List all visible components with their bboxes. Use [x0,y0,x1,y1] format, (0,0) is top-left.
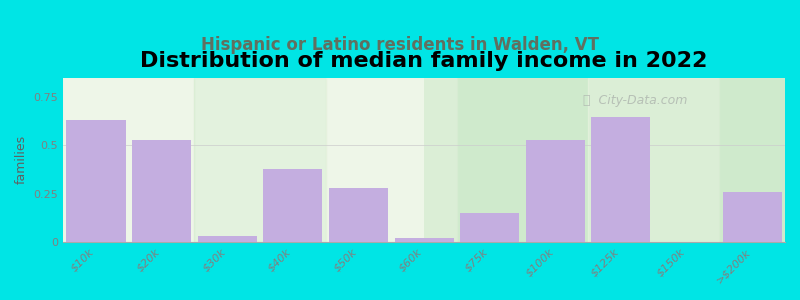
Bar [526,140,585,242]
Bar [198,236,257,242]
Bar [457,78,588,242]
Bar [326,78,457,242]
Text: ⧘  City-Data.com: ⧘ City-Data.com [583,94,687,107]
Bar [588,78,719,242]
Bar [63,78,194,242]
Y-axis label: families: families [15,135,28,184]
Bar [329,188,388,242]
Text: Hispanic or Latino residents in Walden, VT: Hispanic or Latino residents in Walden, … [201,36,599,54]
Bar [719,78,785,242]
Bar [722,192,782,242]
Bar [263,169,322,242]
Bar [394,238,454,242]
Bar [66,120,126,242]
Bar [194,78,326,242]
Bar [132,140,191,242]
Bar [591,117,650,242]
Bar [460,213,519,242]
Title: Distribution of median family income in 2022: Distribution of median family income in … [140,51,708,71]
